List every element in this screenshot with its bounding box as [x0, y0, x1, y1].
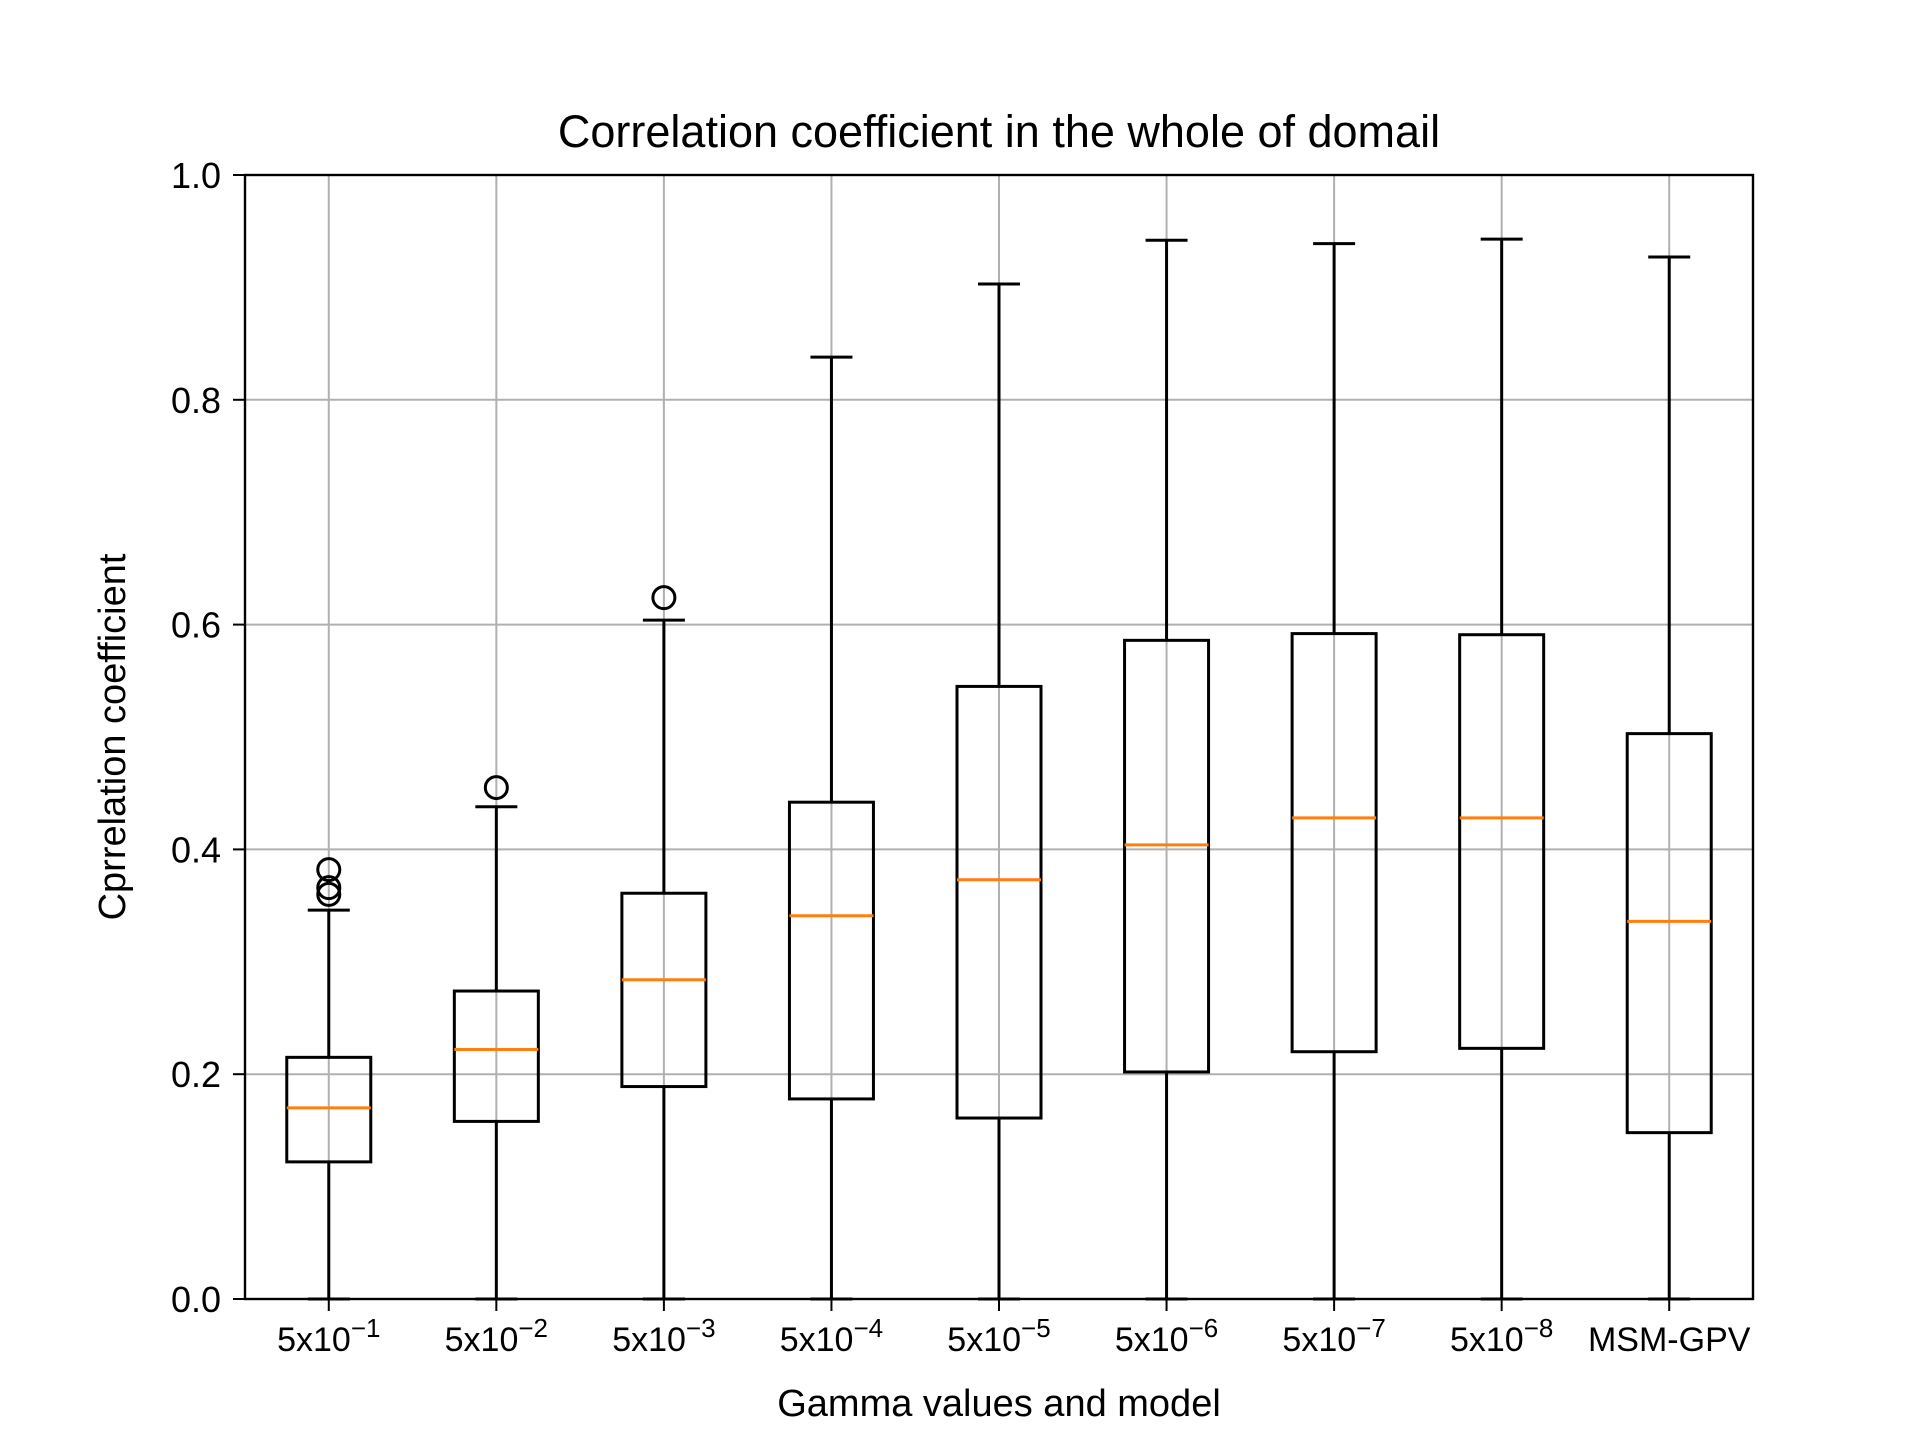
box-group [285, 857, 373, 1301]
outlier-point [316, 881, 342, 907]
iqr-box [955, 684, 1043, 1120]
iqr-box [1123, 638, 1211, 1074]
iqr-box [1290, 632, 1378, 1054]
box-group [1123, 238, 1211, 1301]
box-group [1458, 237, 1546, 1301]
y-tick-label: 0.8 [171, 380, 221, 421]
axis-layer: 0.0 0.2 0.4 0.6 0.8 1.0 5x10−1 5x10−2 5x10−3 5x10… [171, 155, 1751, 1359]
y-tick-label: 0.4 [171, 829, 221, 870]
y-tick-label: 0.2 [171, 1054, 221, 1095]
x-tick-label: 5x10−7 [1282, 1313, 1385, 1359]
x-tick-label: 5x10−6 [1115, 1313, 1218, 1359]
outlier-point [483, 775, 509, 801]
iqr-box [452, 989, 540, 1123]
box-group [955, 282, 1043, 1301]
iqr-box [285, 1055, 373, 1164]
x-axis-label: Gamma values and model [777, 1383, 1221, 1425]
x-tick-label: 5x10−4 [780, 1313, 883, 1359]
x-tick-label: 5x10−1 [277, 1313, 380, 1359]
x-tick-label: 5x10−3 [612, 1313, 715, 1359]
outlier-point [316, 875, 342, 901]
x-tick-label: MSM-GPV [1588, 1321, 1751, 1359]
x-tick-label: 5x10−8 [1450, 1313, 1553, 1359]
iqr-box [1625, 732, 1713, 1135]
outlier-point [316, 857, 342, 883]
box-layer [285, 237, 1713, 1301]
iqr-box [787, 800, 875, 1101]
iqr-box [1458, 633, 1546, 1050]
y-axis-label: Cprrelation coefficient [92, 553, 134, 920]
y-tick-label: 1.0 [171, 155, 221, 196]
y-tick-label: 0.0 [171, 1279, 221, 1320]
x-tick-label: 5x10−2 [445, 1313, 548, 1359]
outlier-point [651, 585, 677, 611]
iqr-box [620, 891, 708, 1089]
chart-title: Correlation coefficient in the whole of … [558, 106, 1440, 157]
y-tick-label: 0.6 [171, 605, 221, 646]
x-tick-label: 5x10−5 [947, 1313, 1050, 1359]
